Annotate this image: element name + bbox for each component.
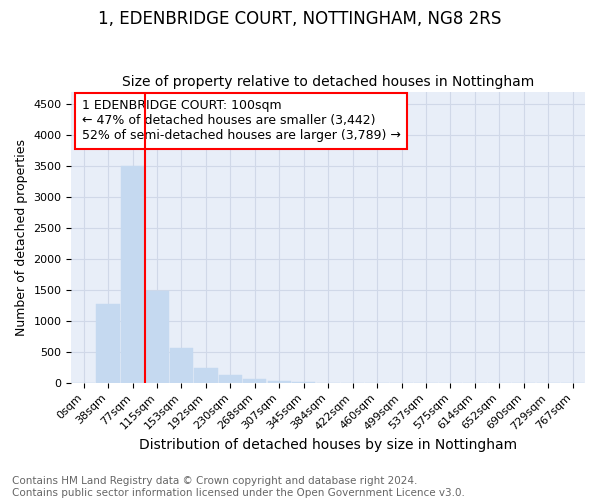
Bar [219,375,242,383]
Text: Contains HM Land Registry data © Crown copyright and database right 2024.
Contai: Contains HM Land Registry data © Crown c… [12,476,465,498]
Text: 1 EDENBRIDGE COURT: 100sqm
← 47% of detached houses are smaller (3,442)
52% of s: 1 EDENBRIDGE COURT: 100sqm ← 47% of deta… [82,100,401,142]
Bar [292,382,316,383]
Bar [194,368,218,383]
X-axis label: Distribution of detached houses by size in Nottingham: Distribution of detached houses by size … [139,438,517,452]
Y-axis label: Number of detached properties: Number of detached properties [15,139,28,336]
Bar [268,381,291,383]
Bar [145,292,169,383]
Title: Size of property relative to detached houses in Nottingham: Size of property relative to detached ho… [122,76,535,90]
Bar [97,304,120,383]
Text: 1, EDENBRIDGE COURT, NOTTINGHAM, NG8 2RS: 1, EDENBRIDGE COURT, NOTTINGHAM, NG8 2RS [98,10,502,28]
Bar [121,166,144,383]
Bar [170,348,193,383]
Bar [243,378,266,383]
